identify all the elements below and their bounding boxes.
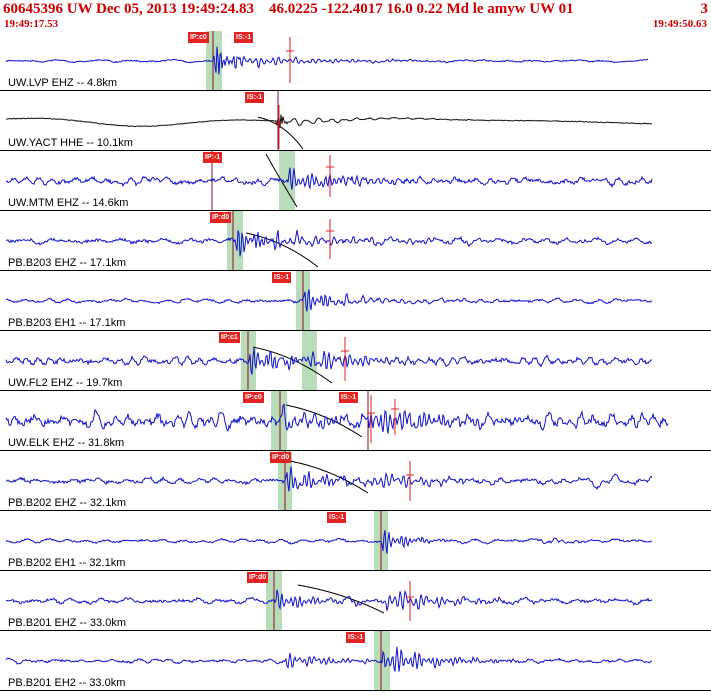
pick-label[interactable]: IS:-1: [339, 392, 359, 403]
station-label: PB.B203 EH1 -- 17.1km: [8, 317, 126, 329]
time-window-row: 19:49:17.53 19:49:50.63: [3, 18, 708, 31]
station-label: PB.B203 EHZ -- 17.1km: [8, 257, 126, 269]
trace-plot[interactable]: [0, 31, 711, 91]
trace-panel: IS:-1 UW.YACT HHE -- 10.1km: [0, 91, 711, 151]
trace-plot[interactable]: [0, 271, 711, 331]
waveform-trace: [5, 530, 653, 554]
trace-panel: IP:c1 UW.FL2 EHZ -- 19.7km: [0, 331, 711, 391]
station-label: UW.MTM EHZ -- 14.6km: [8, 197, 129, 209]
trace-plot[interactable]: [0, 631, 711, 691]
waveform-trace: [5, 347, 653, 375]
pick-label[interactable]: IP:d0: [270, 452, 292, 463]
pick-label[interactable]: IP:-1: [203, 152, 223, 163]
trace-panel: IP:c0 IS:-1 UW.LVP EHZ -- 4.8km: [0, 31, 711, 91]
event-header-row: 60645396 UW Dec 05, 2013 19:49:24.83 46.…: [3, 1, 708, 18]
station-label: PB.B201 EHZ -- 33.0km: [8, 617, 126, 629]
pick-label[interactable]: IS:-1: [272, 272, 292, 283]
station-label: UW.LVP EHZ -- 4.8km: [8, 77, 118, 89]
trace-panel: IP:c0 IS:-1 UW.ELK EHZ -- 31.8km: [0, 391, 711, 451]
pick-label[interactable]: IS:-1: [327, 512, 347, 523]
event-summary: 60645396 UW Dec 05, 2013 19:49:24.83 46.…: [3, 1, 574, 17]
station-label: UW.ELK EHZ -- 31.8km: [8, 437, 125, 449]
trace-panel: IP:-1 UW.MTM EHZ -- 14.6km: [0, 151, 711, 211]
waveform-trace: [5, 403, 669, 434]
pick-label[interactable]: IP:d0: [247, 572, 269, 583]
travel-time-curve: [285, 404, 363, 438]
trace-panel: IP:d0 PB.B203 EHZ -- 17.1km: [0, 211, 711, 271]
window-start-time: 19:49:17.53: [4, 18, 59, 30]
header: 60645396 UW Dec 05, 2013 19:49:24.83 46.…: [0, 0, 711, 31]
pick-label[interactable]: IP:c0: [188, 32, 209, 43]
pick-label[interactable]: IP:d0: [210, 212, 232, 223]
waveform-trace: [5, 46, 649, 75]
pick-label[interactable]: IP:c0: [243, 392, 264, 403]
travel-time-curve: [252, 346, 333, 384]
trace-panel: IP:d0 PB.B202 EHZ -- 32.1km: [0, 451, 711, 511]
waveform-trace: [5, 229, 653, 257]
trace-panel: IS:-1 PB.B203 EH1 -- 17.1km: [0, 271, 711, 331]
page-number: 3: [700, 1, 709, 17]
trace-plot[interactable]: [0, 451, 711, 511]
trace-plot[interactable]: [0, 511, 711, 571]
trace-plot[interactable]: [0, 571, 711, 631]
trace-panels: IP:c0 IS:-1 UW.LVP EHZ -- 4.8km IS:-1 UW.YAC…: [0, 31, 711, 691]
trace-plot[interactable]: [0, 391, 711, 451]
window-end-time: 19:49:50.63: [652, 18, 707, 30]
travel-time-curve: [297, 584, 385, 614]
waveform-trace: [5, 589, 653, 611]
trace-plot[interactable]: [0, 331, 711, 391]
trace-panel: IS:-1 PB.B201 EH2 -- 33.0km: [0, 631, 711, 691]
station-label: PB.B202 EH1 -- 32.1km: [8, 557, 126, 569]
trace-plot[interactable]: [0, 91, 711, 151]
waveform-trace: [5, 466, 653, 492]
station-label: UW.FL2 EHZ -- 19.7km: [8, 377, 123, 389]
station-label: PB.B202 EHZ -- 32.1km: [8, 497, 126, 509]
trace-panel: IS:-1 PB.B202 EH1 -- 32.1km: [0, 511, 711, 571]
pick-label[interactable]: IS:-1: [234, 32, 254, 43]
waveform-trace: [5, 167, 653, 191]
station-label: PB.B201 EH2 -- 33.0km: [8, 677, 126, 689]
trace-panel: IP:d0 PB.B201 EHZ -- 33.0km: [0, 571, 711, 631]
pick-label[interactable]: IP:c1: [219, 332, 240, 343]
travel-time-curve: [289, 460, 369, 494]
waveform-trace: [5, 289, 653, 312]
waveform-trace: [5, 646, 653, 672]
waveform-trace: [5, 114, 653, 128]
pick-label[interactable]: IS:-1: [346, 632, 366, 643]
trace-plot[interactable]: [0, 211, 711, 271]
pick-window-band: [302, 331, 317, 390]
pick-label[interactable]: IS:-1: [245, 92, 265, 103]
station-label: UW.YACT HHE -- 10.1km: [8, 137, 133, 149]
travel-time-curve: [257, 116, 304, 150]
